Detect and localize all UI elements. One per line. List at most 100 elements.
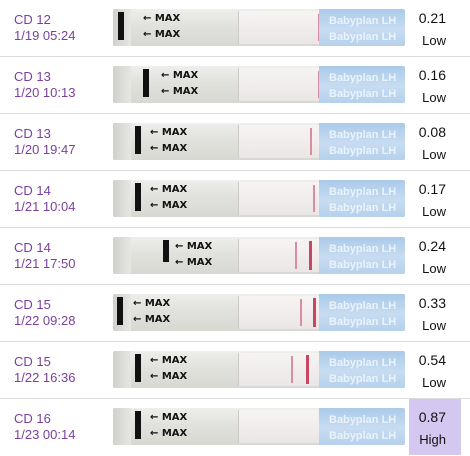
list-item[interactable]: CD 13 1/20 10:13 ← MAX ← MAX Babyplan LH… — [0, 57, 470, 114]
cycle-day-label: CD 12 — [14, 12, 51, 27]
list-item[interactable]: CD 13 1/20 19:47 ← MAX ← MAX Babyplan LH… — [0, 114, 470, 171]
test-datetime: 1/20 10:13 — [14, 85, 76, 100]
test-line — [291, 356, 293, 383]
brand-text-lower: Babyplan LH — [329, 430, 397, 442]
test-datetime: 1/19 05:24 — [14, 28, 76, 43]
strip-brand-area: Babyplan LH Babyplan LH — [319, 351, 405, 388]
brand-text-lower: Babyplan LH — [329, 202, 397, 214]
brand-text-upper: Babyplan LH — [329, 129, 397, 141]
cycle-day-label: CD 13 — [14, 69, 51, 84]
test-strip-photo[interactable]: ← MAX ← MAX Babyplan LH Babyplan LH — [113, 180, 405, 217]
max-label-upper: ← MAX — [150, 184, 188, 195]
brand-text-upper: Babyplan LH — [329, 357, 397, 369]
max-label-upper: ← MAX — [133, 298, 171, 309]
lh-level-badge: Low — [422, 261, 446, 276]
brand-text-upper: Babyplan LH — [329, 186, 397, 198]
brand-text-lower: Babyplan LH — [329, 145, 397, 157]
max-label-upper: ← MAX — [150, 412, 188, 423]
max-marker-bar — [143, 69, 149, 97]
cycle-day-info: CD 14 1/21 10:04 — [14, 183, 75, 215]
test-line — [313, 185, 315, 212]
lh-result: 0.17 Low — [409, 171, 461, 227]
cycle-day-label: CD 16 — [14, 411, 51, 426]
cycle-day-info: CD 13 1/20 10:13 — [14, 69, 75, 101]
test-strip-photo[interactable]: ← MAX ← MAX Babyplan LH Babyplan LH — [113, 351, 405, 388]
list-item[interactable]: CD 14 1/21 10:04 ← MAX ← MAX Babyplan LH… — [0, 171, 470, 228]
test-strip-photo[interactable]: ← MAX ← MAX Babyplan LH Babyplan LH — [113, 408, 405, 445]
max-label-lower: ← MAX — [150, 371, 188, 382]
list-item[interactable]: CD 15 1/22 16:36 ← MAX ← MAX Babyplan LH… — [0, 342, 470, 399]
brand-text-upper: Babyplan LH — [329, 243, 397, 255]
list-item[interactable]: CD 12 1/19 05:24 ← MAX ← MAX Babyplan LH… — [0, 0, 470, 57]
cycle-day-info: CD 15 1/22 09:28 — [14, 297, 75, 329]
result-window — [238, 182, 325, 215]
lh-ratio-value: 0.33 — [418, 295, 446, 311]
result-window — [238, 353, 325, 386]
max-marker-bar — [135, 354, 141, 382]
strip-brand-area: Babyplan LH Babyplan LH — [319, 66, 405, 103]
strip-brand-area: Babyplan LH Babyplan LH — [319, 237, 405, 274]
max-label-lower: ← MAX — [150, 428, 188, 439]
lh-result: 0.24 Low — [409, 228, 461, 284]
lh-ratio-value: 0.87 — [418, 409, 446, 425]
test-datetime: 1/21 17:50 — [14, 256, 76, 271]
list-item[interactable]: CD 14 1/21 17:50 ← MAX ← MAX Babyplan LH… — [0, 228, 470, 285]
list-item[interactable]: CD 15 1/22 09:28 ← MAX ← MAX Babyplan LH… — [0, 285, 470, 342]
test-strip-photo[interactable]: ← MAX ← MAX Babyplan LH Babyplan LH — [113, 123, 405, 160]
brand-text-upper: Babyplan LH — [329, 414, 397, 426]
result-window — [238, 11, 325, 44]
max-label-lower: ← MAX — [150, 200, 188, 211]
max-label-lower: ← MAX — [161, 86, 199, 97]
test-datetime: 1/22 09:28 — [14, 313, 76, 328]
control-line — [313, 298, 316, 327]
max-label-lower: ← MAX — [133, 314, 171, 325]
max-label-lower: ← MAX — [150, 143, 188, 154]
test-line — [300, 299, 302, 326]
max-marker-bar — [163, 240, 169, 262]
cycle-day-info: CD 16 1/23 00:14 — [14, 411, 75, 443]
cycle-day-label: CD 14 — [14, 240, 51, 255]
strip-brand-area: Babyplan LH Babyplan LH — [319, 180, 405, 217]
test-strip-photo[interactable]: ← MAX ← MAX Babyplan LH Babyplan LH — [113, 237, 405, 274]
result-window — [238, 68, 325, 101]
test-strip-photo[interactable]: ← MAX ← MAX Babyplan LH Babyplan LH — [113, 66, 405, 103]
max-label-upper: ← MAX — [150, 355, 188, 366]
lh-result: 0.16 Low — [409, 57, 461, 113]
control-line — [306, 355, 309, 384]
test-strip-photo[interactable]: ← MAX ← MAX Babyplan LH Babyplan LH — [113, 294, 405, 331]
test-strip-photo[interactable]: ← MAX ← MAX Babyplan LH Babyplan LH — [113, 9, 405, 46]
strip-handle — [113, 351, 131, 388]
control-line — [309, 241, 312, 270]
lh-result: 0.54 Low — [409, 342, 461, 398]
lh-level-badge: Low — [422, 147, 446, 162]
strip-brand-area: Babyplan LH Babyplan LH — [319, 294, 405, 331]
max-marker-bar — [117, 297, 123, 325]
test-datetime: 1/23 00:14 — [14, 427, 76, 442]
cycle-day-label: CD 15 — [14, 297, 51, 312]
lh-level-badge: High — [419, 432, 446, 447]
cycle-day-info: CD 15 1/22 16:36 — [14, 354, 75, 386]
strip-brand-area: Babyplan LH Babyplan LH — [319, 408, 405, 445]
max-label-lower: ← MAX — [143, 29, 181, 40]
max-label-upper: ← MAX — [161, 70, 199, 81]
lh-result: 0.33 Low — [409, 285, 461, 341]
lh-level-badge: Low — [422, 33, 446, 48]
test-datetime: 1/22 16:36 — [14, 370, 76, 385]
brand-text-lower: Babyplan LH — [329, 88, 397, 100]
result-window — [238, 410, 325, 443]
cycle-day-label: CD 13 — [14, 126, 51, 141]
max-label-lower: ← MAX — [175, 257, 213, 268]
max-label-upper: ← MAX — [143, 13, 181, 24]
lh-ratio-value: 0.21 — [418, 10, 446, 26]
brand-text-lower: Babyplan LH — [329, 259, 397, 271]
brand-text-lower: Babyplan LH — [329, 31, 397, 43]
lh-ratio-value: 0.24 — [418, 238, 446, 254]
brand-text-upper: Babyplan LH — [329, 15, 397, 27]
lh-result: 0.87 High — [409, 399, 461, 455]
strip-brand-area: Babyplan LH Babyplan LH — [319, 123, 405, 160]
lh-level-badge: Low — [422, 375, 446, 390]
lh-ratio-value: 0.54 — [418, 352, 446, 368]
test-line — [295, 242, 297, 269]
strip-handle — [113, 66, 131, 103]
list-item[interactable]: CD 16 1/23 00:14 ← MAX ← MAX Babyplan LH… — [0, 399, 470, 456]
